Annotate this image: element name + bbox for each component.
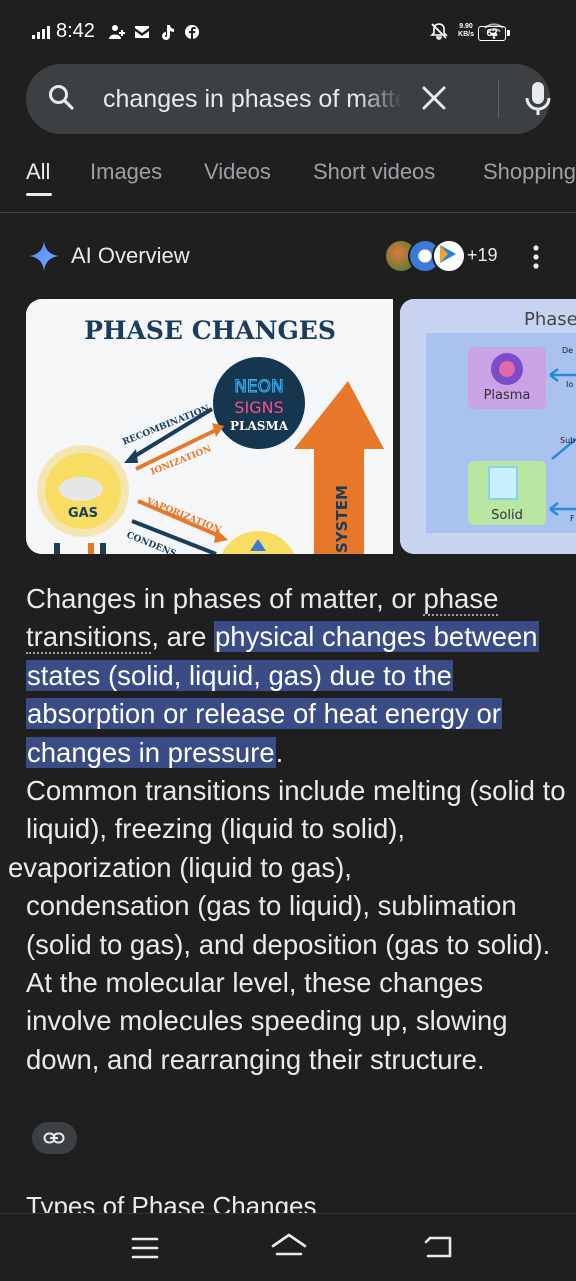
source-link-button[interactable] <box>32 1122 77 1154</box>
tab-short-videos[interactable]: Short videos <box>313 159 436 184</box>
search-input[interactable]: changes in phases of matter <box>103 85 403 113</box>
tab-shopping[interactable]: Shopping <box>483 159 576 184</box>
clock: 8:42 <box>56 20 95 42</box>
card2-plasma: Plasma <box>484 388 531 403</box>
card2-solid: Solid <box>491 508 523 523</box>
tab-videos[interactable]: Videos <box>204 159 271 184</box>
mic-icon[interactable] <box>524 80 552 118</box>
person-icon <box>108 24 125 39</box>
ai-overview-text: Changes in phases of matter, or phase tr… <box>8 580 566 1079</box>
navigation-bar <box>0 1213 576 1281</box>
ai-overview-title: AI Overview <box>71 243 190 268</box>
tab-active-indicator <box>26 193 52 196</box>
mute-icon <box>430 23 448 40</box>
clear-icon[interactable] <box>420 84 448 112</box>
phase-diagram-illustration: Phase Plasma Solid De Io Sub F <box>400 299 576 554</box>
card1-gas: GAS <box>68 506 98 521</box>
overview-text-part: condensation (gas to liquid), sublimatio… <box>26 890 551 1075</box>
card2-label-f: F <box>570 514 575 523</box>
source-avatar <box>432 239 466 273</box>
tiktok-icon <box>161 24 174 40</box>
link-icon <box>43 1132 65 1144</box>
wifi-icon <box>484 23 504 39</box>
card1-system: SYSTEM <box>333 485 351 553</box>
card1-neon: NEON <box>234 377 284 397</box>
card2-title: Phase <box>524 309 576 330</box>
overview-text-part: , are <box>151 621 215 653</box>
image-card-phase-diagram[interactable]: Phase Plasma Solid De Io Sub F <box>400 299 576 554</box>
status-bar: 8:42 9.90 KB/s 62 <box>0 0 576 62</box>
source-count[interactable]: +19 <box>467 245 498 265</box>
tab-images[interactable]: Images <box>90 159 163 184</box>
tab-all[interactable]: All <box>26 159 51 184</box>
ai-overview-header: AI Overview +19 <box>0 234 576 278</box>
card2-label-io: Io <box>566 380 573 389</box>
battery-icon: 62 <box>478 26 510 41</box>
status-right: 9.90 KB/s <box>430 22 504 40</box>
overview-text-part: . <box>275 736 284 768</box>
image-card-phase-changes[interactable]: PHASE CHANGES SYSTEM NEON SIGNS PLASMA G… <box>26 299 393 554</box>
back-icon[interactable] <box>424 1234 454 1260</box>
search-tabs: All Images Videos Short videos Shopping <box>0 150 576 213</box>
search-divider <box>498 80 499 118</box>
phase-transitions-link[interactable]: phase transitions <box>26 583 499 655</box>
overview-text-part: Common transitions include melting (soli… <box>26 775 566 845</box>
play-icon <box>440 245 456 263</box>
status-left: 8:42 <box>32 20 200 43</box>
card1-plasma: PLASMA <box>230 419 289 433</box>
more-options-icon[interactable] <box>527 243 545 271</box>
phase-changes-illustration: PHASE CHANGES SYSTEM NEON SIGNS PLASMA G… <box>26 299 393 554</box>
overview-text-part: Changes in phases of matter, or <box>26 583 424 614</box>
net-speed: 9.90 KB/s <box>458 23 474 38</box>
source-avatars[interactable] <box>384 239 466 273</box>
mail-icon <box>134 25 149 38</box>
signal-icon <box>32 25 50 39</box>
search-icon[interactable] <box>48 84 74 110</box>
sparkle-icon <box>29 241 59 271</box>
card1-title: PHASE CHANGES <box>84 316 336 345</box>
overview-text-part: evaporization (liquid to gas), <box>8 851 352 883</box>
facebook-icon <box>184 24 199 40</box>
search-bar[interactable]: changes in phases of matter <box>26 64 552 134</box>
home-icon[interactable] <box>270 1232 308 1262</box>
card1-signs: SIGNS <box>234 398 283 417</box>
card2-label-sub: Sub <box>560 436 575 445</box>
menu-icon[interactable] <box>131 1236 159 1260</box>
card2-label-de: De <box>562 346 573 355</box>
